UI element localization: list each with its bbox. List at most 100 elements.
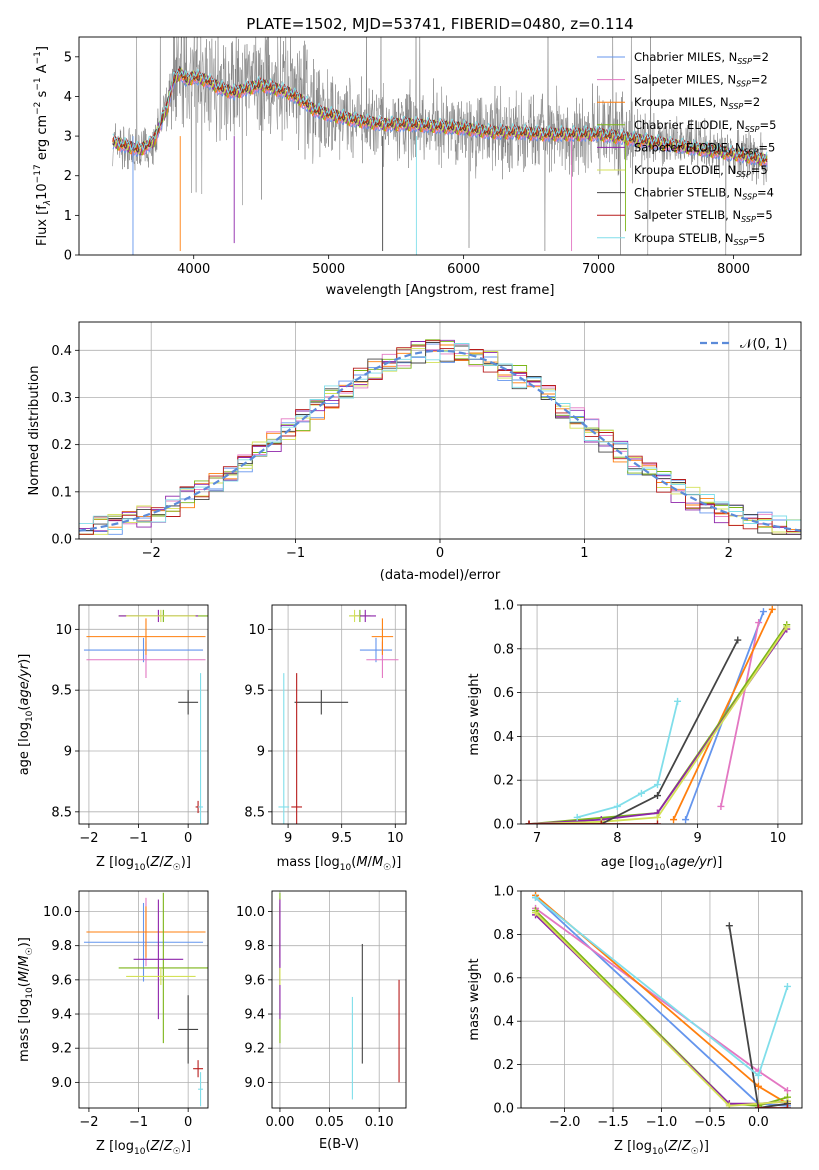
mass-vs-z-ytick-label-5: 10.0: [43, 905, 72, 920]
weight-vs-z-marker-krou-stelib-0: [532, 894, 540, 902]
weight-vs-age-marker-krou-stelib-0: [573, 813, 581, 821]
weight-vs-z-xtick-label-2: −1.0: [646, 1115, 678, 1130]
weight-vs-z-marker-krou-stelib-1: [754, 1071, 762, 1079]
residuals-ytick-label-0: 0.0: [51, 533, 72, 548]
weight-vs-z-xtick-label-0: −2.0: [549, 1115, 581, 1130]
weight-vs-age-marker-krou-stelib-2: [637, 789, 645, 797]
age-vs-mass-xtick-label-0: 9: [284, 831, 292, 846]
weight-vs-age-marker-krou-elodie-3: [783, 623, 791, 631]
weight-vs-z-marker-krou-miles-1: [754, 1082, 762, 1090]
age-vs-z-xtick-label-0: −2: [79, 831, 98, 846]
residuals-xlabel: (data-model)/error: [380, 568, 501, 583]
legend-label-chab-miles: Chabrier MILES, NSSP=2: [634, 50, 769, 66]
legend-label-salp-stelib: Salpeter STELIB, NSSP=5: [634, 208, 773, 224]
mass-vs-z-ytick-label-2: 9.4: [51, 1008, 72, 1023]
legend-label-salp-elodie: Salpeter ELODIE, NSSP=5: [634, 140, 775, 156]
weight-vs-age-ytick-label-2: 0.4: [493, 730, 514, 745]
legend-label-chab-stelib: Chabrier STELIB, NSSP=4: [634, 186, 774, 202]
residuals-ytick-label-1: 0.1: [51, 485, 72, 500]
weight-vs-age-marker-krou-elodie-2: [653, 813, 661, 821]
weight-vs-age-line-krou-miles: [672, 609, 774, 820]
mass-vs-z-ytick-label-4: 9.8: [51, 939, 72, 954]
spectrum-model-line-chab-miles: [112, 71, 768, 168]
weight-vs-age-marker-salp-stelib-0: [525, 820, 533, 824]
age-vs-z-xtick-label-2: 0: [184, 831, 192, 846]
age-vs-mass-ytick-label-3: 10: [248, 623, 265, 638]
mass-vs-ebv-ytick-label-2: 9.4: [244, 1008, 265, 1023]
mass-vs-ebv-ytick-label-5: 10.0: [236, 905, 265, 920]
weight-vs-age-xlabel: age [log10(age/yr)]: [601, 855, 723, 873]
spectrum-model-line-krou-miles: [112, 73, 768, 166]
weight-vs-z-xtick-label-3: −0.5: [694, 1115, 726, 1130]
mass-vs-ebv-frame: [271, 890, 407, 1109]
weight-vs-z-marker-chab-stelib-0: [725, 922, 733, 930]
weight-vs-age-marker-salp-stelib-1: [597, 820, 605, 824]
mass-vs-ebv-xtick-label-0: 0.00: [265, 1115, 294, 1130]
spectrum-observed-line: [112, 37, 768, 255]
spectrum-ytick-label-0: 0: [64, 249, 72, 264]
spectrum-ylabel: Flux [fλ10−17 erg cm−2 s−1 A−1]: [33, 46, 53, 246]
residuals: −2 −1 0 1 2 0.0 0.1 0.2 0.3 0.4 (data-model)/error…: [27, 321, 802, 583]
spectrum-xtick-label-4: 8000: [717, 262, 750, 277]
age-vs-z-ylabel: age [log10(age/yr)]: [17, 654, 35, 776]
age-vs-z-xlabel: Z [log10(Z/Z☉)]: [96, 855, 191, 873]
residuals-hist-chab-stelib: [79, 342, 801, 535]
age-vs-z-ytick-label-3: 10: [55, 623, 72, 638]
spectrum-xtick-label-2: 6000: [447, 262, 480, 277]
legend-label-krou-miles: Kroupa MILES, NSSP=2: [634, 95, 760, 111]
spectrum-model-line-chab-stelib: [112, 65, 768, 163]
age-vs-z: −2 −1 0 8.5 9 9.5 10 Z [log10(Z/Z☉)] age [log10(…: [17, 604, 209, 873]
weight-vs-age-ytick-label-3: 0.6: [493, 686, 514, 701]
legend-label-krou-stelib: Kroupa STELIB, NSSP=5: [634, 231, 765, 247]
residuals-gaussian-line: [79, 349, 801, 532]
spectrum: 4000 5000 6000 7000 8000 0 1 2 3 4 5 wavelength [An…: [33, 36, 802, 298]
weight-vs-z-xlabel: Z [log10(Z/Z☉)]: [614, 1139, 709, 1157]
weight-vs-z-marker-salp-miles-2: [783, 1087, 791, 1095]
weight-vs-age-marker-krou-stelib-3: [653, 781, 661, 789]
age-vs-z-xtick-label-1: −1: [129, 831, 148, 846]
mass-vs-ebv-ytick-label-4: 9.8: [244, 939, 265, 954]
spectrum-ytick-label-5: 5: [64, 50, 72, 65]
weight-vs-z-marker-salp-stelib-0: [754, 1104, 762, 1108]
age-vs-mass-xlabel: mass [log10(M/M☉)]: [277, 855, 402, 873]
weight-vs-z-marker-krou-stelib-2: [783, 982, 791, 990]
age-vs-mass: 9 9.5 10 8.5 9 9.5 10 mass [log10(M/M☉)]: [244, 604, 407, 873]
residuals-legend-label: 𝒩(0, 1): [740, 337, 787, 352]
weight-vs-age-ytick-label-4: 0.8: [493, 642, 514, 657]
weight-vs-z-xtick-label-1: −1.5: [597, 1115, 629, 1130]
mass-vs-ebv: 0.00 0.05 0.10 9.0 9.2 9.4 9.6 9.8 10.0 E(B-V): [236, 890, 407, 1152]
residuals-xtick-label-1: −1: [286, 546, 305, 561]
weight-vs-age-line-krou-elodie: [528, 626, 788, 824]
weight-vs-age-marker-krou-stelib-1: [613, 802, 621, 810]
weight-vs-z-line-chab-stelib: [728, 925, 788, 1108]
mass-vs-ebv-xtick-label-1: 0.05: [315, 1115, 344, 1130]
age-vs-mass-ytick-label-2: 9.5: [244, 684, 265, 699]
spectrum-ytick-label-1: 1: [64, 209, 72, 224]
mass-vs-z-xtick-label-0: −2: [79, 1115, 98, 1130]
mass-vs-z: −2 −1 0 9.0 9.2 9.4 9.6 9.8 10.0 Z [log10(Z/Z☉)] m…: [17, 890, 209, 1157]
age-vs-z-ytick-label-0: 8.5: [51, 805, 72, 820]
mass-vs-ebv-ytick-label-0: 9.0: [244, 1076, 265, 1091]
weight-vs-age-marker-chab-stelib-2: [653, 792, 661, 800]
residuals-plot-area: [79, 339, 801, 535]
weight-vs-age-marker-chab-stelib-3: [734, 636, 742, 644]
residuals-frame: [78, 321, 802, 540]
age-vs-mass-plot-area: [278, 609, 399, 824]
weight-vs-z-ytick-label-5: 1.0: [493, 885, 514, 900]
age-vs-mass-xtick-label-2: 10: [387, 831, 404, 846]
mass-vs-ebv-xlabel: E(B-V): [319, 1137, 359, 1152]
spectrum-model-line-krou-stelib: [112, 68, 768, 162]
weight-vs-age-marker-chab-miles-0: [682, 816, 690, 824]
residuals-ytick-label-2: 0.2: [51, 438, 72, 453]
weight-vs-age-xtick-label-1: 8: [613, 831, 621, 846]
weight-vs-z-marker-krou-elodie-0: [532, 909, 540, 917]
residuals-ytick-label-4: 0.4: [51, 344, 72, 359]
spectrum-ytick-label-2: 2: [64, 169, 72, 184]
figure-title: PLATE=1502, MJD=53741, FIBERID=0480, z=0…: [246, 15, 633, 33]
age-vs-z-frame: [78, 604, 209, 825]
age-vs-mass-xtick-label-1: 9.5: [331, 831, 352, 846]
weight-vs-age-ylabel: mass weight: [467, 673, 482, 755]
legend-label-chab-elodie: Chabrier ELODIE, NSSP=5: [634, 118, 776, 134]
weight-vs-age-marker-salp-miles-0: [717, 802, 725, 810]
